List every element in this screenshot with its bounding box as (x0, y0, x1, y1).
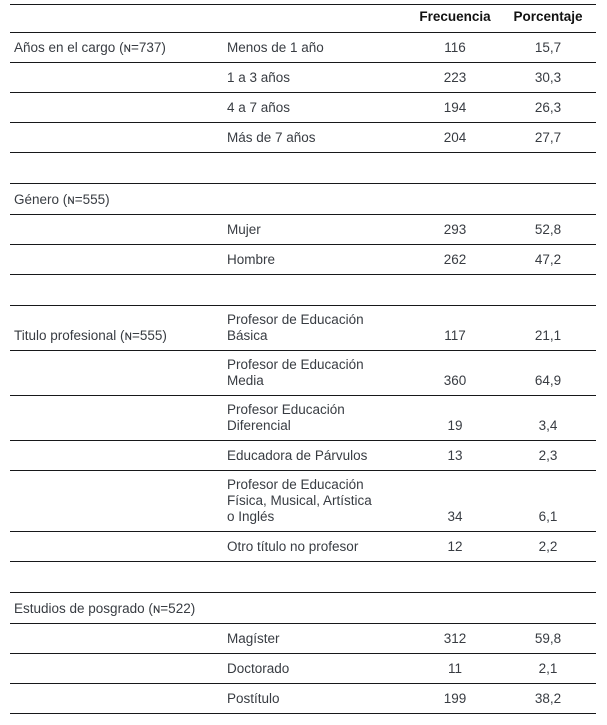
category-label-empty (10, 647, 227, 653)
row-label: Profesor de Educación Física, Musical, A… (227, 477, 372, 524)
percentage-value: 38,2 (534, 691, 562, 706)
frequency-value: 19 (447, 418, 463, 433)
table-row: Educadora de Párvulos 13 2,3 (10, 441, 596, 471)
col-header-frequency: Frecuencia (419, 9, 491, 24)
header-spacer-category (10, 26, 227, 32)
row-label: 4 a 7 años (227, 100, 291, 115)
section-titulo-profesional: Titulo profesional (ɴ=555) Profesor de E… (10, 306, 596, 562)
category-label-empty (10, 525, 227, 531)
percentage-value: 26,3 (534, 100, 562, 115)
table-row: Profesor de Educación Media 360 64,9 (10, 351, 596, 396)
row-label: Más de 7 años (227, 130, 316, 145)
frequency-value: 34 (447, 509, 463, 524)
table-row: 4 a 7 años 194 26,3 (10, 93, 596, 123)
table-row: Magíster 312 59,8 (10, 624, 596, 654)
section-separator (10, 153, 596, 184)
section-estudios-de-posgrado: Estudios de posgrado (ɴ=522) Magíster 31… (10, 593, 596, 714)
frequency-value: 293 (443, 222, 467, 237)
row-label: Educadora de Párvulos (227, 448, 368, 463)
category-label: Titulo profesional (ɴ=555) (14, 328, 167, 343)
stats-table: Frecuencia Porcentaje Años en el cargo (… (10, 4, 596, 714)
table-row: Profesor Educación Diferencial 19 3,4 (10, 396, 596, 441)
row-label: Profesor Educación Diferencial (227, 402, 345, 433)
category-label: Género (ɴ=555) (14, 192, 110, 207)
table-row: 1 a 3 años 223 30,3 (10, 63, 596, 93)
category-label-empty (10, 146, 227, 152)
percentage-value: 15,7 (534, 40, 562, 55)
row-label: Doctorado (227, 661, 290, 676)
frequency-value: 204 (443, 130, 467, 145)
section-separator (10, 562, 596, 593)
category-label-empty (10, 464, 227, 470)
section-anos-en-el-cargo: Años en el cargo (ɴ=737) Menos de 1 año … (10, 33, 596, 153)
table-row: Mujer 293 52,8 (10, 215, 596, 245)
percentage-value: 30,3 (534, 70, 562, 85)
table-row: Años en el cargo (ɴ=737) Menos de 1 año … (10, 33, 596, 63)
row-label: Profesor de Educación Básica (227, 312, 364, 343)
section-title-row: Estudios de posgrado (ɴ=522) (10, 593, 596, 624)
category-label-empty (10, 434, 227, 440)
table-row: Hombre 262 47,2 (10, 245, 596, 275)
row-label: Profesor de Educación Media (227, 357, 364, 388)
percentage-value: 59,8 (534, 631, 562, 646)
row-label: Menos de 1 año (227, 40, 324, 55)
table-row: Profesor de Educación Física, Musical, A… (10, 471, 596, 532)
frequency-value: 13 (447, 448, 463, 463)
table-row: Más de 7 años 204 27,7 (10, 123, 596, 153)
percentage-value: 2,1 (538, 661, 558, 676)
frequency-value: 117 (444, 328, 466, 343)
table-row: Titulo profesional (ɴ=555) Profesor de E… (10, 306, 596, 351)
section-genero: Género (ɴ=555) Mujer 293 52,8 Hombre 262… (10, 184, 596, 275)
frequency-value: 194 (443, 100, 467, 115)
row-label: Mujer (227, 222, 261, 237)
row-label: Postítulo (227, 691, 280, 706)
row-label: Magíster (227, 631, 280, 646)
percentage-value: 6,1 (538, 509, 558, 524)
frequency-value: 312 (443, 631, 467, 646)
header-spacer-subcategory (227, 26, 410, 32)
row-label: Hombre (227, 252, 276, 267)
category-label-empty (10, 677, 227, 683)
category-label-empty (10, 389, 227, 395)
row-label: Otro título no profesor (227, 539, 359, 554)
category-label-empty (10, 707, 227, 713)
table-row: Otro título no profesor 12 2,2 (10, 532, 596, 562)
percentage-value: 47,2 (534, 252, 562, 267)
col-header-percentage: Porcentaje (513, 9, 583, 24)
percentage-value: 64,9 (534, 373, 562, 388)
frequency-value: 11 (447, 661, 462, 676)
frequency-value: 360 (443, 373, 467, 388)
section-separator (10, 275, 596, 306)
category-label: Estudios de posgrado (ɴ=522) (14, 601, 196, 616)
category-label-empty (10, 268, 227, 274)
percentage-value: 52,8 (534, 222, 562, 237)
frequency-value: 116 (444, 40, 466, 55)
frequency-value: 262 (443, 252, 467, 267)
table-header-row: Frecuencia Porcentaje (10, 4, 596, 33)
category-label-empty (10, 238, 227, 244)
category-label: Años en el cargo (ɴ=737) (14, 40, 166, 55)
category-label-empty (10, 86, 227, 92)
section-title-row: Género (ɴ=555) (10, 184, 596, 215)
percentage-value: 21,1 (534, 328, 562, 343)
percentage-value: 27,7 (534, 130, 562, 145)
category-label-empty (10, 116, 227, 122)
table-row: Doctorado 11 2,1 (10, 654, 596, 684)
frequency-value: 199 (443, 691, 467, 706)
frequency-value: 12 (447, 539, 463, 554)
frequency-value: 223 (443, 70, 467, 85)
table-row: Postítulo 199 38,2 (10, 684, 596, 714)
percentage-value: 2,2 (538, 539, 558, 554)
percentage-value: 3,4 (538, 418, 558, 433)
category-label-empty (10, 555, 227, 561)
percentage-value: 2,3 (538, 448, 558, 463)
row-label: 1 a 3 años (227, 70, 291, 85)
